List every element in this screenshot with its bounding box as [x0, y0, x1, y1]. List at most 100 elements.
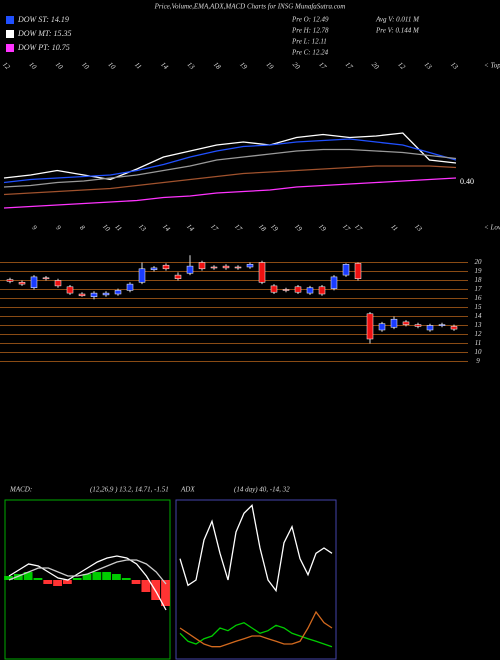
- x-tick-label: 17: [341, 222, 352, 233]
- x-edge-label: < Lows: [484, 224, 500, 232]
- legend-swatch: [6, 16, 14, 24]
- candle-body: [366, 313, 374, 340]
- line: [3, 148, 457, 188]
- x-tick-label: 8: [78, 224, 86, 232]
- x-tick-label: 13: [185, 60, 196, 71]
- histogram-bar: [43, 580, 53, 584]
- candle-body: [150, 267, 158, 270]
- candle-body: [222, 265, 230, 269]
- x-tick-label: 11: [389, 223, 399, 233]
- info: Pre L: 12.11: [291, 38, 327, 46]
- legend-swatch: [6, 44, 14, 52]
- candle-body: [66, 286, 74, 294]
- x-tick-label: 19: [269, 222, 280, 233]
- candle-body: [6, 279, 14, 282]
- info: Pre V: 0.144 M: [375, 27, 420, 35]
- pane-title: (14 day) 40, -14, 32: [234, 486, 290, 494]
- candle-body: [270, 285, 278, 293]
- candle-body: [378, 323, 386, 331]
- x-tick-label: 18: [257, 222, 268, 233]
- histogram-bar: [102, 572, 112, 580]
- legend-label: DOW MT: 15.35: [17, 29, 72, 38]
- legend-label: DOW PT: 10.75: [17, 43, 70, 52]
- histogram-bar: [92, 572, 102, 580]
- candle-body: [234, 266, 242, 269]
- y-tick-label: 19: [475, 267, 483, 275]
- x-tick-label: 13: [423, 60, 434, 71]
- pane-label: ADX: [180, 486, 195, 494]
- info: Avg V: 0.011 M: [375, 16, 420, 24]
- y-tick-label: 11: [475, 339, 481, 347]
- histogram-bar: [161, 580, 170, 606]
- histogram-bar: [33, 578, 43, 580]
- histogram-bar: [23, 572, 33, 580]
- candle-body: [162, 264, 170, 270]
- y-tick-label: 12: [475, 330, 483, 338]
- y-tick-label: 15: [475, 303, 483, 311]
- page-title: Price,Volume,EMA,ADX,MACD Charts for INS…: [154, 3, 346, 11]
- line: [3, 132, 457, 181]
- x-tick-label: 17: [344, 60, 355, 71]
- y-tick-label: 13: [475, 321, 483, 329]
- x-tick-label: 14: [185, 222, 196, 233]
- histogram-bar: [4, 576, 13, 580]
- candle-body: [258, 262, 266, 283]
- candle-body: [450, 326, 458, 330]
- line: [3, 165, 457, 196]
- x-tick-label: 12: [396, 60, 407, 71]
- x-tick-label: 12: [1, 60, 12, 71]
- candle-body: [282, 289, 290, 291]
- y-tick-label: 18: [475, 276, 483, 284]
- candle-body: [318, 286, 326, 295]
- candle-body: [306, 287, 314, 294]
- y-tick-label: 16: [475, 294, 483, 302]
- info: Pre O: 12.49: [291, 16, 329, 24]
- x-tick-label: 17: [209, 222, 220, 233]
- candle-body: [174, 274, 182, 279]
- candle-body: [78, 293, 86, 297]
- pane-box: [175, 499, 337, 660]
- x-tick-label: 19: [317, 222, 328, 233]
- candle-body: [90, 292, 98, 297]
- x-tick-label: 20: [370, 60, 381, 71]
- histogram-bar: [13, 574, 23, 580]
- histogram-bar: [121, 578, 131, 580]
- y-tick-label: 9: [476, 357, 480, 365]
- x-tick-label: 10: [54, 60, 65, 71]
- x-tick-label: 13: [137, 222, 148, 233]
- candle-body: [198, 262, 206, 270]
- candle-body: [342, 264, 350, 276]
- histogram-bar: [62, 580, 72, 584]
- line: [3, 177, 457, 209]
- candle-body: [246, 264, 254, 268]
- candle-body: [102, 292, 110, 296]
- line: [8, 559, 167, 585]
- x-tick-label: 14: [161, 222, 172, 233]
- histogram-bar: [72, 578, 82, 580]
- histogram-bar: [141, 580, 151, 592]
- histogram-bar: [112, 574, 121, 580]
- x-tick-label: 17: [233, 222, 244, 233]
- x-tick-label: 14: [159, 60, 170, 71]
- candle-body: [114, 290, 122, 295]
- x-edge-label: < Tops: [484, 62, 500, 70]
- y-tick-label: 20: [475, 258, 483, 266]
- x-tick-label: 11: [133, 61, 143, 71]
- x-tick-label: 10: [106, 60, 117, 71]
- pane-label: MACD:: [9, 486, 32, 494]
- candle-body: [330, 276, 338, 289]
- candle-body: [426, 325, 434, 331]
- x-tick-label: 13: [413, 222, 424, 233]
- candle-body: [18, 282, 26, 285]
- candle-body: [54, 280, 62, 287]
- info: Pre H: 12.78: [291, 27, 329, 35]
- pane-title: (12,26,9 ) 13.2, 14.71, -1.51: [90, 486, 169, 494]
- info: Pre C: 12.24: [291, 49, 329, 57]
- histogram-bar: [82, 574, 92, 580]
- candle-body: [414, 324, 422, 327]
- value-annotation: 0.40: [460, 177, 474, 186]
- y-tick-label: 10: [475, 348, 483, 356]
- x-tick-label: 10: [80, 60, 91, 71]
- candle-body: [294, 286, 302, 293]
